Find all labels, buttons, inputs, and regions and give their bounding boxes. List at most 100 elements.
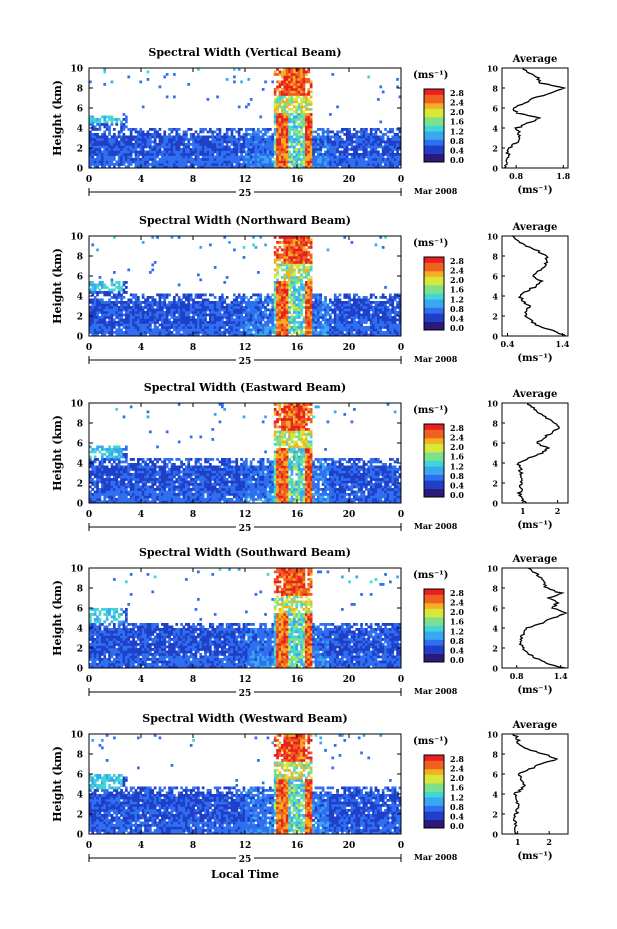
heatmap-cell [264, 145, 267, 149]
heatmap-cell [194, 140, 198, 144]
heatmap-cell [273, 291, 277, 294]
heatmap-cell [115, 465, 119, 469]
heatmap-cell [319, 313, 323, 317]
heatmap-cell [91, 303, 95, 307]
y-tick-label: 0 [77, 165, 83, 175]
heatmap-cell [341, 323, 344, 327]
heatmap-cell [259, 313, 263, 317]
heatmap-cell [129, 135, 133, 139]
heatmap-cell [338, 155, 342, 159]
heatmap-cell [281, 155, 284, 159]
heatmap-cell [305, 123, 308, 126]
heatmap-cell [93, 283, 97, 287]
heatmap-cell [189, 165, 193, 169]
heatmap-cell [386, 163, 390, 166]
heatmap-cell [377, 308, 380, 312]
heatmap-cell [168, 333, 171, 337]
heatmap-cell [117, 130, 121, 134]
heatmap-cell [381, 155, 385, 159]
heatmap-cell [240, 333, 243, 337]
heatmap-cell [355, 140, 359, 144]
heatmap-cell [108, 140, 111, 144]
heatmap-cell [398, 135, 402, 139]
heatmap-cell [314, 308, 318, 312]
heatmap-cell [242, 326, 246, 329]
heatmap-cell [360, 313, 363, 317]
heatmap-cell [115, 488, 119, 491]
heatmap-cell [206, 130, 210, 134]
heatmap-cell [228, 323, 231, 327]
heatmap-cell [129, 318, 133, 322]
heatmap-cell [110, 473, 114, 476]
heatmap-cell [331, 158, 335, 161]
heatmap-cell [187, 160, 191, 164]
heatmap-cell [93, 483, 97, 486]
heatmap-cell [297, 246, 301, 249]
heatmap-cell [362, 301, 366, 304]
colorbar-segment [424, 125, 444, 129]
heatmap-cell [153, 308, 157, 312]
heatmap-cell [281, 110, 284, 114]
heatmap-cell [341, 153, 344, 156]
heatmap-cell [319, 323, 323, 327]
heatmap-cell [101, 303, 104, 307]
heatmap-cell [103, 311, 107, 314]
heatmap-cell [369, 165, 373, 169]
heatmap-cell [285, 150, 289, 154]
heatmap-cell [307, 268, 311, 272]
heatmap-cell [192, 298, 195, 302]
heatmap-cell [273, 93, 277, 96]
heatmap-cell [103, 306, 107, 309]
heatmap-cell [235, 143, 239, 146]
heatmap-cell [269, 296, 272, 299]
heatmap-cell [127, 165, 131, 169]
heatmap-cell [201, 298, 205, 302]
heatmap-cell [261, 311, 265, 314]
heatmap-cell [357, 163, 361, 166]
heatmap-cell [141, 155, 145, 159]
heatmap-cell [129, 293, 133, 297]
heatmap-cell [98, 145, 102, 149]
heatmap-cell [314, 306, 318, 309]
heatmap-cell [396, 135, 399, 139]
heatmap-cell [345, 143, 349, 146]
colorbar-segment [424, 114, 444, 118]
heatmap-cell [273, 323, 277, 327]
heatmap-cell [307, 298, 311, 302]
heatmap-cell [247, 140, 251, 144]
heatmap-cell [393, 321, 397, 324]
heatmap-cell [295, 110, 299, 114]
heatmap-cell [297, 83, 301, 86]
heatmap-cell [300, 286, 303, 289]
heatmap-cell [134, 128, 138, 131]
heatmap-cell [211, 138, 215, 141]
heatmap-cell [233, 75, 236, 79]
colorbar-segment [424, 156, 444, 160]
heatmap-cell [300, 78, 303, 81]
heatmap-cell [98, 283, 102, 287]
heatmap-cell [348, 316, 351, 319]
heatmap-cell [362, 133, 366, 136]
heatmap-cell [149, 271, 152, 274]
heatmap-cell [281, 88, 284, 91]
heatmap-cell [288, 271, 291, 274]
heatmap-cell [199, 160, 203, 164]
heatmap-cell [307, 98, 311, 101]
heatmap-cell [257, 160, 260, 164]
heatmap-cell [216, 135, 219, 139]
heatmap-cell [134, 306, 138, 309]
heatmap-cell [165, 135, 169, 139]
heatmap-cell [182, 153, 186, 156]
heatmap-cell [105, 493, 109, 496]
heatmap-cell [348, 138, 351, 141]
heatmap-cell [377, 311, 380, 314]
heatmap-cell [120, 153, 123, 156]
heatmap-cell [235, 163, 239, 166]
heatmap-cell [271, 153, 275, 156]
heatmap-cell [122, 323, 126, 327]
heatmap-cell [245, 301, 248, 304]
heatmap-cell [393, 135, 397, 139]
heatmap-cell [101, 333, 104, 337]
heatmap-cell [98, 468, 102, 471]
